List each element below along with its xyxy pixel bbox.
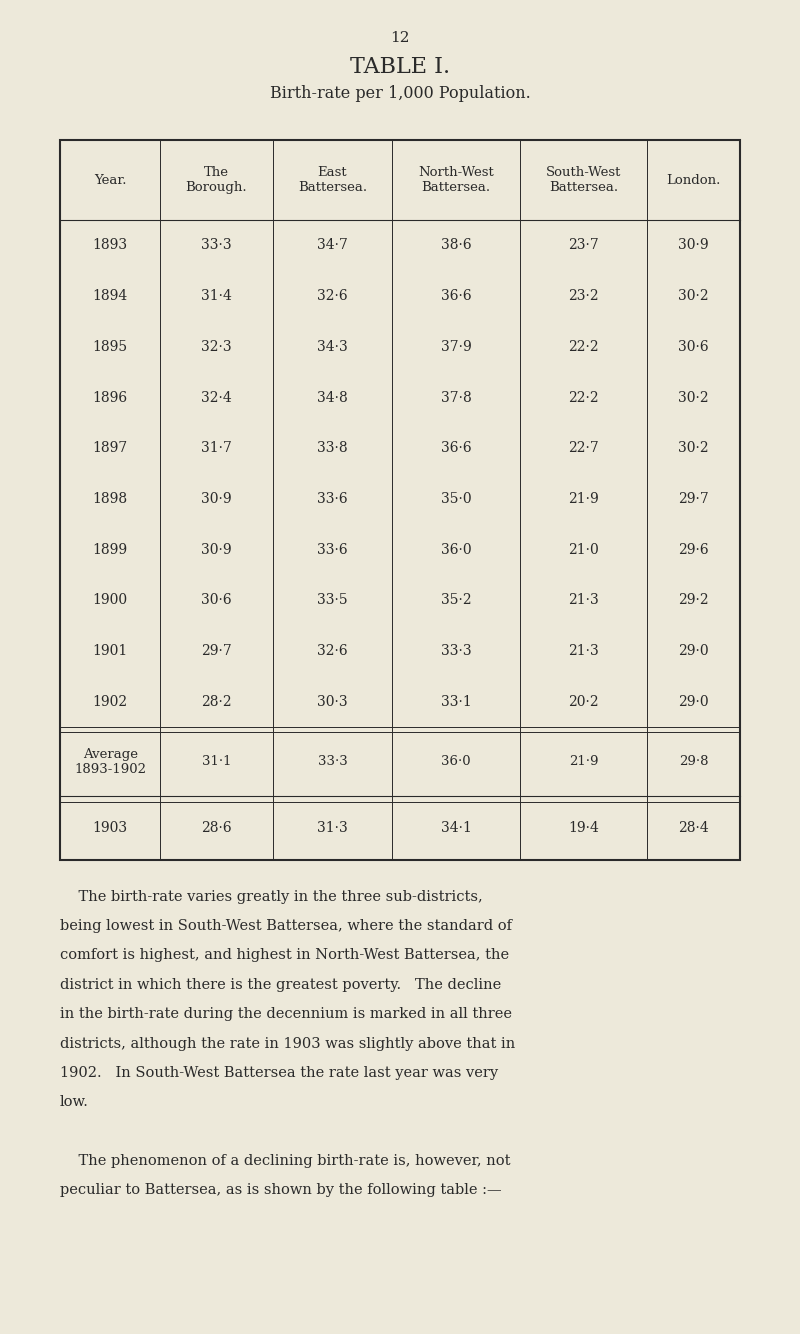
- Text: North-West
Battersea.: North-West Battersea.: [418, 167, 494, 193]
- Text: 31·3: 31·3: [317, 822, 348, 835]
- Text: 22·2: 22·2: [568, 340, 599, 354]
- Text: 21·3: 21·3: [568, 594, 599, 607]
- Text: 37·9: 37·9: [441, 340, 471, 354]
- Text: 32·6: 32·6: [317, 289, 348, 303]
- Text: 33·6: 33·6: [317, 543, 348, 556]
- Text: 30·6: 30·6: [201, 594, 232, 607]
- Text: peculiar to Battersea, as is shown by the following table :—: peculiar to Battersea, as is shown by th…: [60, 1183, 502, 1197]
- Text: 21·3: 21·3: [568, 644, 599, 658]
- Text: London.: London.: [666, 173, 721, 187]
- Text: district in which there is the greatest poverty.   The decline: district in which there is the greatest …: [60, 978, 502, 991]
- Text: 1895: 1895: [93, 340, 128, 354]
- Text: Year.: Year.: [94, 173, 126, 187]
- Text: districts, although the rate in 1903 was slightly above that in: districts, although the rate in 1903 was…: [60, 1037, 515, 1050]
- Text: being lowest in South-West Battersea, where the standard of: being lowest in South-West Battersea, wh…: [60, 919, 512, 932]
- Text: 33·6: 33·6: [317, 492, 348, 506]
- Text: 23·7: 23·7: [568, 239, 599, 252]
- Text: 34·8: 34·8: [317, 391, 348, 404]
- Text: 22·2: 22·2: [568, 391, 599, 404]
- Text: The birth-rate varies greatly in the three sub-districts,: The birth-rate varies greatly in the thr…: [60, 890, 482, 903]
- Text: The phenomenon of a declining birth-rate is, however, not: The phenomenon of a declining birth-rate…: [60, 1154, 510, 1167]
- Text: 30·2: 30·2: [678, 289, 709, 303]
- Text: 30·9: 30·9: [201, 492, 232, 506]
- Text: low.: low.: [60, 1095, 89, 1109]
- Text: 21·0: 21·0: [568, 543, 599, 556]
- Text: 28·2: 28·2: [201, 695, 232, 708]
- Text: 1896: 1896: [93, 391, 128, 404]
- Text: 30·2: 30·2: [678, 442, 709, 455]
- Text: 29·6: 29·6: [678, 543, 709, 556]
- Text: 33·3: 33·3: [318, 755, 347, 768]
- Text: 34·7: 34·7: [317, 239, 348, 252]
- Text: East
Battersea.: East Battersea.: [298, 167, 367, 193]
- Text: comfort is highest, and highest in North-West Battersea, the: comfort is highest, and highest in North…: [60, 948, 509, 962]
- Text: 35·0: 35·0: [441, 492, 471, 506]
- Text: 36·0: 36·0: [442, 755, 471, 768]
- Text: 21·9: 21·9: [569, 755, 598, 768]
- Text: 37·8: 37·8: [441, 391, 471, 404]
- Text: 33·8: 33·8: [317, 442, 348, 455]
- Text: 38·6: 38·6: [441, 239, 471, 252]
- Text: 30·6: 30·6: [678, 340, 709, 354]
- Text: 29·0: 29·0: [678, 644, 709, 658]
- Text: 29·7: 29·7: [201, 644, 232, 658]
- Text: 32·6: 32·6: [317, 644, 348, 658]
- Text: 29·8: 29·8: [679, 755, 708, 768]
- Text: 1893: 1893: [93, 239, 128, 252]
- Text: 29·7: 29·7: [678, 492, 709, 506]
- Text: 23·2: 23·2: [568, 289, 599, 303]
- Text: 36·6: 36·6: [441, 442, 471, 455]
- Text: 1900: 1900: [93, 594, 128, 607]
- Text: Average
1893-1902: Average 1893-1902: [74, 748, 146, 775]
- Text: 33·5: 33·5: [317, 594, 348, 607]
- Text: The
Borough.: The Borough.: [186, 167, 247, 193]
- Text: 1899: 1899: [93, 543, 128, 556]
- Text: 30·9: 30·9: [678, 239, 709, 252]
- Text: 31·4: 31·4: [201, 289, 232, 303]
- Text: 36·0: 36·0: [441, 543, 471, 556]
- Text: 28·6: 28·6: [201, 822, 232, 835]
- Text: 21·9: 21·9: [568, 492, 599, 506]
- Text: 1902: 1902: [93, 695, 128, 708]
- Text: 31·7: 31·7: [201, 442, 232, 455]
- Text: 33·3: 33·3: [441, 644, 471, 658]
- Text: TABLE I.: TABLE I.: [350, 56, 450, 77]
- Text: in the birth-rate during the decennium is marked in all three: in the birth-rate during the decennium i…: [60, 1007, 512, 1021]
- Text: 30·9: 30·9: [201, 543, 232, 556]
- Text: 30·3: 30·3: [317, 695, 348, 708]
- Text: 32·4: 32·4: [201, 391, 232, 404]
- Text: 33·3: 33·3: [201, 239, 232, 252]
- Text: 1903: 1903: [93, 822, 128, 835]
- Text: 29·2: 29·2: [678, 594, 709, 607]
- Text: 34·3: 34·3: [317, 340, 348, 354]
- Text: 32·3: 32·3: [201, 340, 232, 354]
- Text: 34·1: 34·1: [441, 822, 471, 835]
- Text: 31·1: 31·1: [202, 755, 231, 768]
- Text: Birth-rate per 1,000 Population.: Birth-rate per 1,000 Population.: [270, 85, 530, 103]
- Text: 36·6: 36·6: [441, 289, 471, 303]
- Text: 35·2: 35·2: [441, 594, 471, 607]
- Text: 28·4: 28·4: [678, 822, 709, 835]
- Text: 22·7: 22·7: [568, 442, 599, 455]
- Text: 1898: 1898: [93, 492, 128, 506]
- Text: 1901: 1901: [93, 644, 128, 658]
- Text: 20·2: 20·2: [568, 695, 599, 708]
- Text: 33·1: 33·1: [441, 695, 471, 708]
- Text: 1897: 1897: [93, 442, 128, 455]
- Text: 29·0: 29·0: [678, 695, 709, 708]
- Text: 1902.   In South-West Battersea the rate last year was very: 1902. In South-West Battersea the rate l…: [60, 1066, 498, 1079]
- Text: 1894: 1894: [93, 289, 128, 303]
- Text: 30·2: 30·2: [678, 391, 709, 404]
- Text: 12: 12: [390, 31, 410, 44]
- Text: South-West
Battersea.: South-West Battersea.: [546, 167, 622, 193]
- Text: 19·4: 19·4: [568, 822, 599, 835]
